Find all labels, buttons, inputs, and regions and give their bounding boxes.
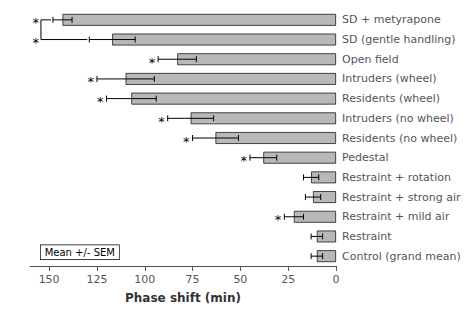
svg-text:50: 50 — [233, 273, 247, 286]
svg-text:*: * — [183, 134, 190, 149]
svg-text:*: * — [149, 55, 156, 70]
svg-text:0: 0 — [333, 273, 340, 286]
svg-text:Mean +/- SEM: Mean +/- SEM — [45, 247, 115, 258]
svg-text:Restraint: Restraint — [342, 230, 392, 243]
svg-text:Restraint + mild air: Restraint + mild air — [342, 210, 450, 223]
svg-text:Control (grand mean): Control (grand mean) — [342, 250, 461, 263]
svg-text:SD (gentle handling): SD (gentle handling) — [342, 33, 456, 46]
svg-text:*: * — [158, 114, 165, 129]
svg-text:25: 25 — [281, 273, 295, 286]
svg-text:Restraint + strong air: Restraint + strong air — [342, 191, 461, 204]
svg-text:*: * — [32, 35, 39, 50]
svg-text:75: 75 — [186, 273, 200, 286]
svg-text:*: * — [87, 74, 94, 89]
svg-text:*: * — [240, 153, 247, 168]
svg-text:125: 125 — [86, 273, 107, 286]
svg-text:Restraint + rotation: Restraint + rotation — [342, 171, 451, 184]
svg-text:100: 100 — [134, 273, 155, 286]
svg-text:Phase shift (min): Phase shift (min) — [125, 291, 241, 305]
svg-text:SD + metyrapone: SD + metyrapone — [342, 13, 441, 26]
svg-text:*: * — [97, 94, 104, 109]
svg-text:Intruders (no wheel): Intruders (no wheel) — [342, 112, 454, 125]
svg-text:Intruders (wheel): Intruders (wheel) — [342, 72, 437, 85]
svg-text:*: * — [32, 15, 39, 30]
svg-text:Pedestal: Pedestal — [342, 151, 389, 164]
svg-text:Residents (no wheel): Residents (no wheel) — [342, 132, 457, 145]
svg-text:*: * — [275, 212, 282, 227]
svg-text:Residents (wheel): Residents (wheel) — [342, 92, 440, 105]
svg-text:Open field: Open field — [342, 53, 399, 66]
svg-text:150: 150 — [39, 273, 60, 286]
